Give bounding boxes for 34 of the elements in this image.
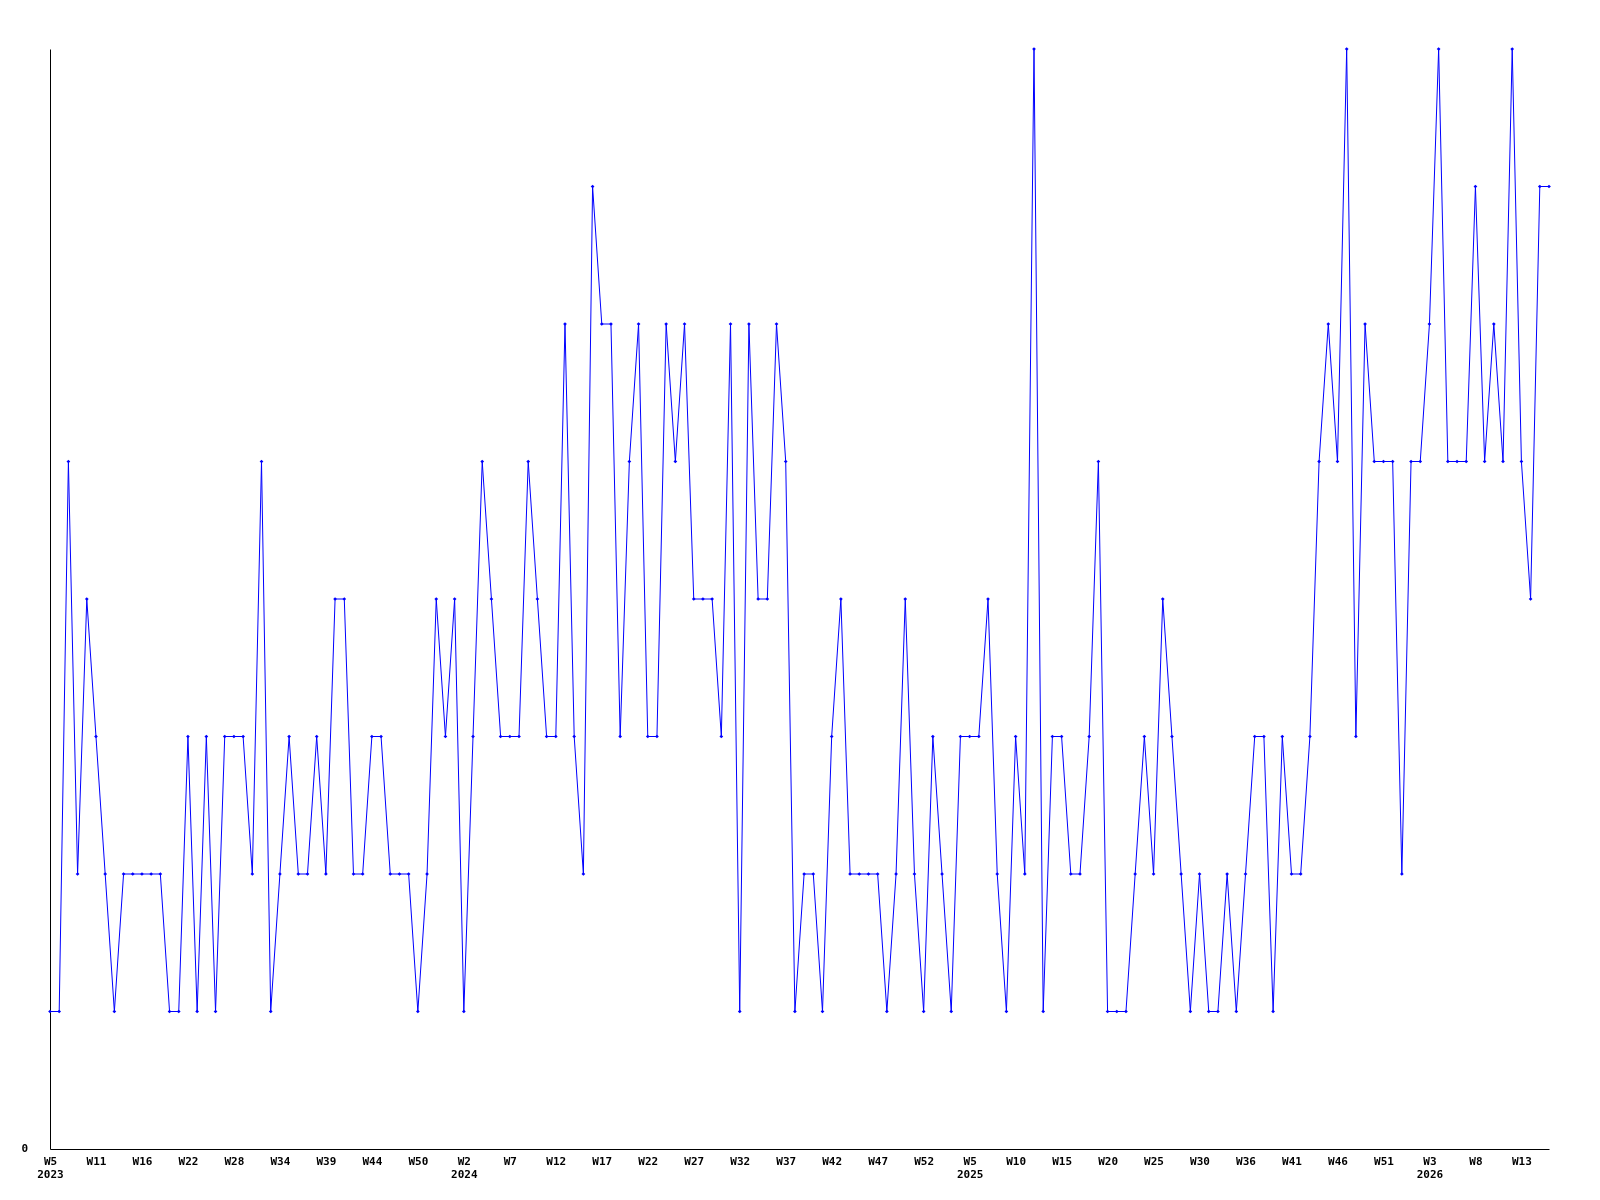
x-tick-label: W30 — [1190, 1154, 1210, 1168]
x-tick-label: W17 — [592, 1154, 613, 1168]
x-tick-label: W47 — [868, 1154, 889, 1168]
x-tick-label: W39 — [316, 1154, 337, 1168]
text: 0 — [21, 1142, 28, 1155]
x-tick-label: W12 — [546, 1154, 567, 1168]
x-tick-label: W8 — [1469, 1154, 1483, 1168]
x-tick-label: W25 — [1144, 1154, 1164, 1168]
x-tick-label: W28 — [224, 1154, 245, 1168]
x-tick-label: W41 — [1282, 1154, 1303, 1168]
x-tick-label: W5 2023 — [37, 1154, 64, 1181]
x-tick-label: W27 — [684, 1154, 705, 1168]
x-tick-label: W2 2024 — [451, 1154, 478, 1181]
x-tick-label: W42 — [822, 1154, 843, 1168]
x-tick-label: W22 — [178, 1154, 199, 1168]
x-tick-label: W15 — [1052, 1154, 1073, 1168]
x-tick-label: W37 — [776, 1154, 797, 1168]
x-tick-label: W10 — [1006, 1154, 1027, 1168]
x-tick-label: W20 — [1098, 1154, 1119, 1168]
x-tick-label: W16 — [132, 1154, 153, 1168]
x-tick-label: W32 — [730, 1154, 751, 1168]
x-tick-label: W36 — [1236, 1154, 1257, 1168]
x-tick-label: W34 — [270, 1154, 291, 1168]
x-tick-label: W5 2025 — [956, 1154, 984, 1181]
x-tick-label: W11 — [86, 1154, 107, 1168]
x-tick-label: W7 — [503, 1154, 517, 1168]
x-tick-label: W13 — [1511, 1154, 1532, 1168]
x-tick-label: W51 — [1374, 1154, 1395, 1168]
x-tick-label: W22 — [638, 1154, 659, 1168]
x-tick-label: W50 — [408, 1154, 429, 1168]
x-tick-label: W3 2026 — [1416, 1154, 1444, 1181]
x-tick-label: W46 — [1328, 1154, 1349, 1168]
x-tick-label: W44 — [362, 1154, 383, 1168]
x-tick-label: W52 — [914, 1154, 935, 1168]
